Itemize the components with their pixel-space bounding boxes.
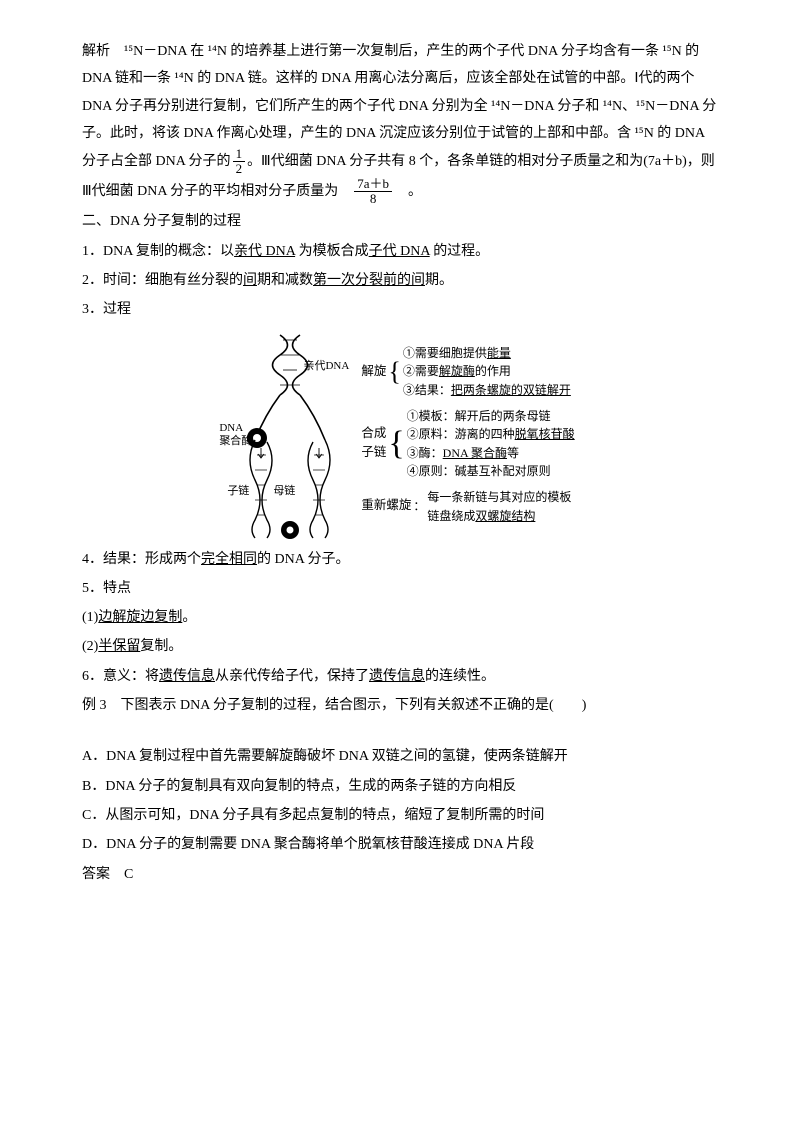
brace-icon: { [388,435,404,452]
explanation-paragraph: 解析 ¹⁵N－DNA 在 ¹⁴N 的培养基上进行第一次复制后，产生的两个子代 D… [82,38,718,206]
item-5-2: (2)半保留复制。 [82,633,718,660]
option-c: C．从图示可知，DNA 分子具有多起点复制的特点，缩短了复制所需的时间 [82,802,718,829]
example-3: 例 3 下图表示 DNA 分子复制的过程，结合图示，下列有关叙述不正确的是( ) [82,692,718,719]
item-1: 1．DNA 复制的概念：以亲代 DNA 为模板合成子代 DNA 的过程。 [82,238,718,265]
explanation-prefix: 解析 [82,44,124,59]
group-rewind: 重新螺旋 ： 每一条新链与其对应的模板 链盘绕成双螺旋结构 [361,488,574,525]
answer: 答案 C [82,861,718,888]
item-3: 3．过程 [82,296,718,323]
label-parent-dna: 亲代DNA [303,360,349,373]
option-d: D．DNA 分子的复制需要 DNA 聚合酶将单个脱氧核苷酸连接成 DNA 片段 [82,831,718,858]
item-4: 4．结果：形成两个完全相同的 DNA 分子。 [82,546,718,573]
explanation-run1: ¹⁵N－DNA 在 ¹⁴N 的培养基上进行第一次复制后，产生的两个子代 DNA … [82,44,716,169]
explanation-run3: 。 [394,184,422,199]
section2-title: 二、DNA 分子复制的过程 [82,208,718,235]
option-b: B．DNA 分子的复制具有双向复制的特点，生成的两条子链的方向相反 [82,773,718,800]
fraction-half: 12 [233,147,246,177]
item-6: 6．意义：将遗传信息从亲代传给子代，保持了遗传信息的连续性。 [82,663,718,690]
option-a: A．DNA 复制过程中首先需要解旋酶破坏 DNA 双链之间的氢键，使两条链解开 [82,743,718,770]
item-2: 2．时间：细胞有丝分裂的间期和减数第一次分裂前的间期。 [82,267,718,294]
label-dna-polymerase: DNA 聚合酶 [219,422,252,448]
item-5: 5．特点 [82,575,718,602]
label-child-strand: 子链 [227,485,249,498]
blank-spacer [82,721,718,741]
diagram-labels-column: 解旋 { ①需要细胞提供能量 ②需要解旋酶的作用 ③结果：把两条螺旋的双链解开 … [361,344,574,525]
group-synthesis: 合成 子链 { ①模板：解开后的两条母链 ②原料：游离的四种脱氧核苷酸 ③酶：D… [361,407,574,481]
dna-replication-diagram: 亲代DNA DNA 聚合酶 子链 母链 解旋 { ①需要细胞提供能量 ②需要解旋… [82,330,718,540]
brace-icon: { [388,365,400,378]
label-parent-strand: 母链 [273,485,295,498]
helix-column: 亲代DNA DNA 聚合酶 子链 母链 [225,330,355,540]
item-5-1: (1)边解旋边复制。 [82,604,718,631]
fraction-7ab8: 7a＋b8 [354,177,392,207]
group-unwind: 解旋 { ①需要细胞提供能量 ②需要解旋酶的作用 ③结果：把两条螺旋的双链解开 [361,344,574,400]
